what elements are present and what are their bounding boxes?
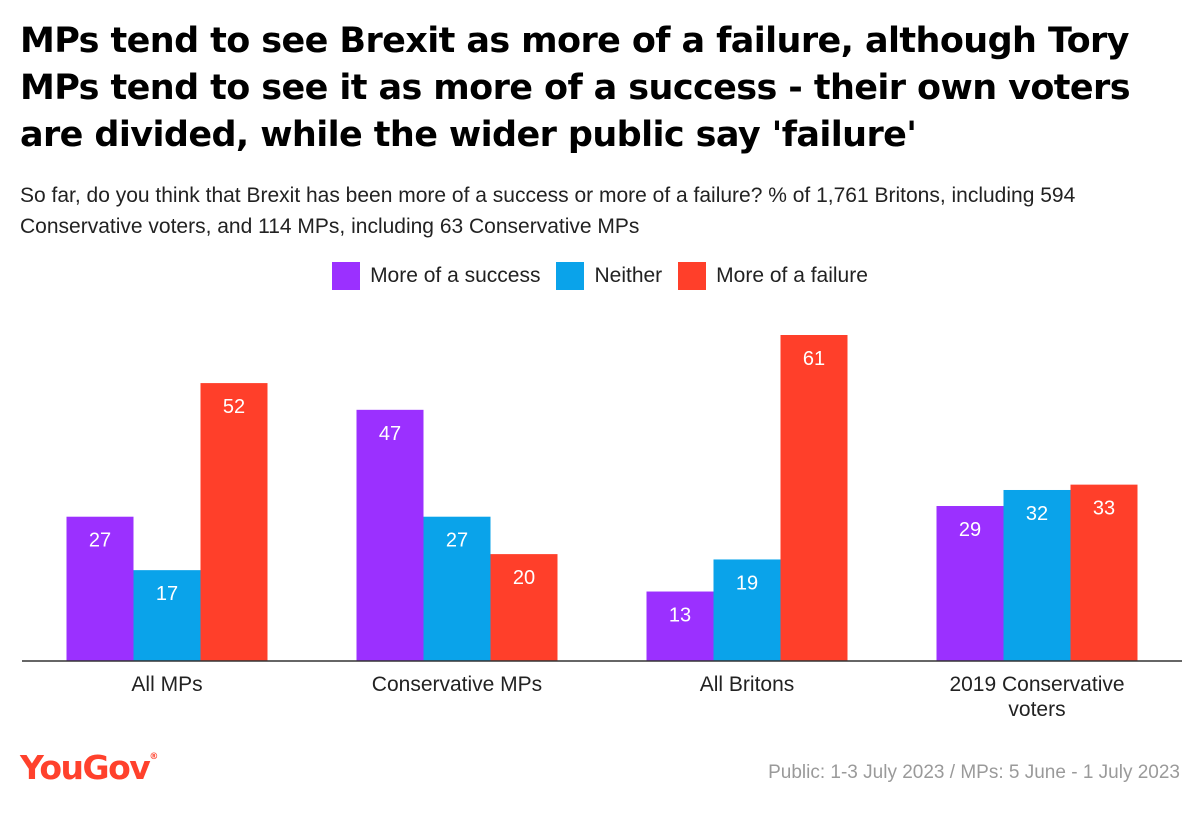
x-tick-label: All Britons [700, 673, 795, 696]
bar [780, 335, 848, 661]
data-label: 27 [446, 530, 468, 552]
bar [713, 559, 781, 661]
bar [1070, 484, 1138, 661]
data-label: 32 [1026, 503, 1048, 525]
fieldwork-dates: Public: 1-3 July 2023 / MPs: 5 June - 1 … [768, 762, 1180, 783]
data-label: 33 [1093, 498, 1115, 520]
legend-swatch-success [332, 262, 361, 290]
bar [133, 570, 201, 661]
legend-item-failure: More of a failure [678, 262, 868, 290]
x-tick-label: All MPs [131, 673, 202, 696]
legend-item-success: More of a success [332, 262, 540, 290]
legend-swatch-failure [678, 262, 707, 290]
x-tick-label: Conservative MPs [372, 673, 542, 696]
legend-label-failure: More of a failure [716, 264, 868, 287]
data-label: 61 [803, 348, 825, 370]
legend: More of a success Neither More of a fail… [0, 262, 1200, 290]
chart-title: MPs tend to see Brexit as more of a fail… [20, 21, 1131, 155]
legend-label-success: More of a success [370, 264, 541, 287]
legend-label-neither: Neither [594, 264, 663, 287]
registered-mark: ® [149, 752, 159, 762]
data-label: 52 [223, 396, 245, 418]
bar [646, 591, 714, 661]
bar [66, 516, 134, 661]
yougov-logo-text: YouGov [20, 748, 151, 787]
bar [490, 554, 558, 661]
bar [1003, 489, 1071, 661]
data-label: 47 [379, 423, 401, 445]
data-label: 13 [669, 605, 691, 627]
bar [936, 506, 1004, 661]
yougov-logo: YouGov® [20, 748, 158, 787]
legend-swatch-neither [556, 262, 585, 290]
bar [356, 409, 424, 661]
data-label: 27 [89, 530, 111, 552]
legend-item-neither: Neither [556, 262, 662, 290]
data-label: 20 [513, 567, 535, 589]
bar [200, 383, 268, 661]
data-label: 19 [736, 572, 758, 594]
chart-subtitle: So far, do you think that Brexit has bee… [20, 184, 1076, 238]
bar [423, 516, 491, 661]
x-tick-label: 2019 Conservative voters [949, 673, 1124, 721]
data-label: 29 [959, 519, 981, 541]
data-label: 17 [156, 583, 178, 605]
